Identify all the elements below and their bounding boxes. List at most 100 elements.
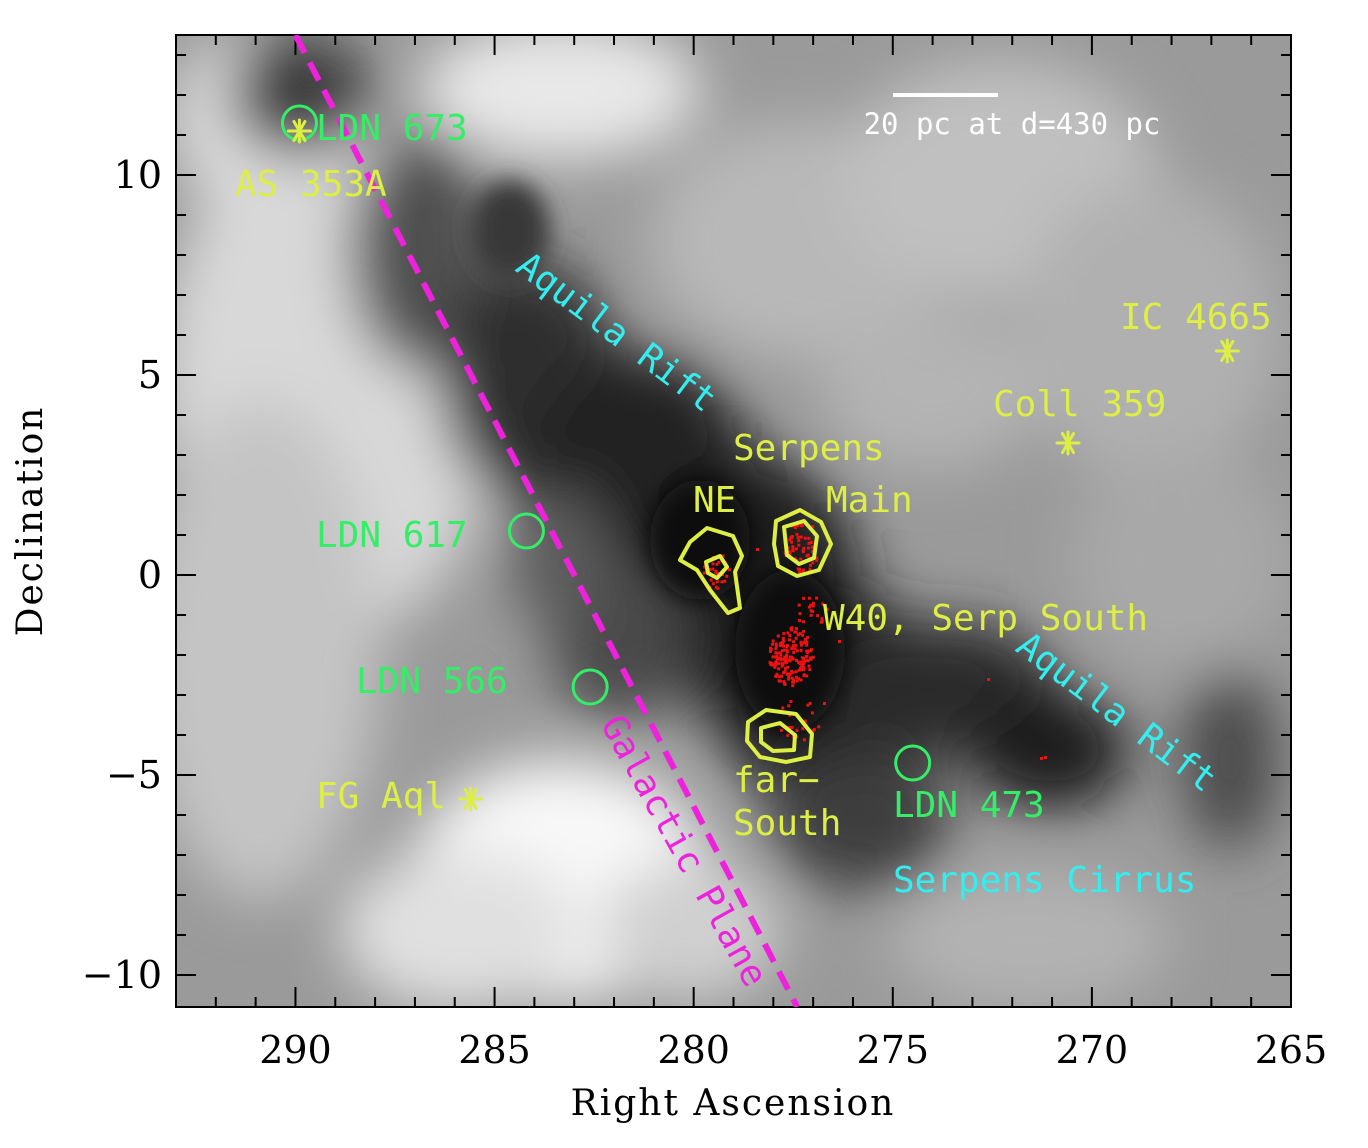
yso-point [789,627,793,631]
yso-point [807,605,811,609]
yso-point [780,649,784,653]
yso-point [780,640,784,644]
yso-point [785,650,789,654]
x-axis-title: Right Ascension [571,1083,896,1124]
yso-point [797,677,801,681]
yso-point [798,619,802,623]
cluster-asterisk [286,118,312,144]
serpens-cirrus-label: Serpens Cirrus [893,860,1196,901]
yso-point [790,669,794,673]
yso-point [807,664,811,668]
ldn-473-circle [894,744,932,782]
yso-point [778,651,782,655]
yso-point [809,603,813,607]
yso-point [773,655,777,659]
contour-far-south-inner [759,721,797,753]
yso-point [797,567,801,571]
yso-point [787,675,791,679]
yso-point [785,672,789,676]
ldn-566-label: LDN 566 [356,661,508,702]
yso-point [799,557,803,561]
yso-point [703,565,707,569]
yso-point [799,640,803,644]
yso-point [795,649,799,653]
x-tick-label: 270 [1056,1028,1129,1072]
yso-point [786,665,790,669]
y-axis-title: Declination [10,406,51,637]
yso-point [800,660,804,664]
yso-point [791,549,795,553]
x-tick-label: 285 [458,1028,531,1072]
yso-point [715,580,719,584]
yso-point [779,641,783,645]
cluster-asterisk [1055,430,1081,456]
yso-point [714,585,718,589]
yso-point [782,671,786,675]
yso-point [775,657,779,661]
yso-point [783,658,787,662]
yso-point [809,563,813,567]
yso-point [793,630,797,634]
w40-serp-south-label: W40, Serp South [823,598,1148,639]
yso-point [778,675,782,679]
ldn-617-circle [507,512,545,550]
yso-point [798,570,802,574]
yso-point [808,701,812,705]
yso-point [785,643,789,647]
yso-point [806,659,810,663]
yso-point [798,632,802,636]
yso-point [798,662,802,666]
yso-point [806,635,810,639]
yso-point [790,540,794,544]
yso-point [804,655,808,659]
yso-point [815,596,819,600]
yso-point [788,638,792,642]
yso-point [784,655,788,659]
yso-point [805,554,809,558]
yso-point [819,620,823,624]
yso-point [791,680,795,684]
yso-point [791,657,795,661]
yso-point [797,538,801,542]
yso-point [781,706,785,710]
contour-ne-outer [678,526,744,615]
y-tick-label: 10 [114,153,162,197]
yso-point [711,562,715,566]
yso-point [802,738,806,742]
yso-point [780,661,784,665]
ldn-473-label: LDN 473 [893,785,1045,826]
yso-point [809,613,813,617]
yso-point [774,642,778,646]
yso-point [806,651,810,655]
contour-ne-inner [704,554,729,580]
yso-point [820,617,824,621]
yso-point [770,661,774,665]
yso-point [794,636,798,640]
yso-point [790,726,794,730]
yso-point [798,612,802,616]
y-tick-label: 0 [138,553,162,597]
yso-point [716,586,720,590]
yso-point [787,704,791,708]
yso-point [838,640,841,643]
yso-point [789,535,793,539]
contours [678,508,833,764]
yso-point [783,670,787,674]
ldn-566-circle [571,668,609,706]
yso-point [801,633,805,637]
yso-point [777,679,781,683]
coll-359-label: Coll 359 [993,384,1166,425]
yso-point [785,661,789,665]
yso-point [782,644,786,648]
yso-point [782,680,786,684]
yso-point [702,571,706,575]
yso-point [823,702,826,705]
x-tick-label: 265 [1255,1028,1328,1072]
yso-point [810,545,814,549]
x-tick-label: 280 [657,1028,730,1072]
yso-point [768,649,772,653]
yso-point [794,658,798,662]
contour-far-south-outer [745,708,814,764]
yso-point [774,660,778,664]
yso-point [816,614,820,618]
